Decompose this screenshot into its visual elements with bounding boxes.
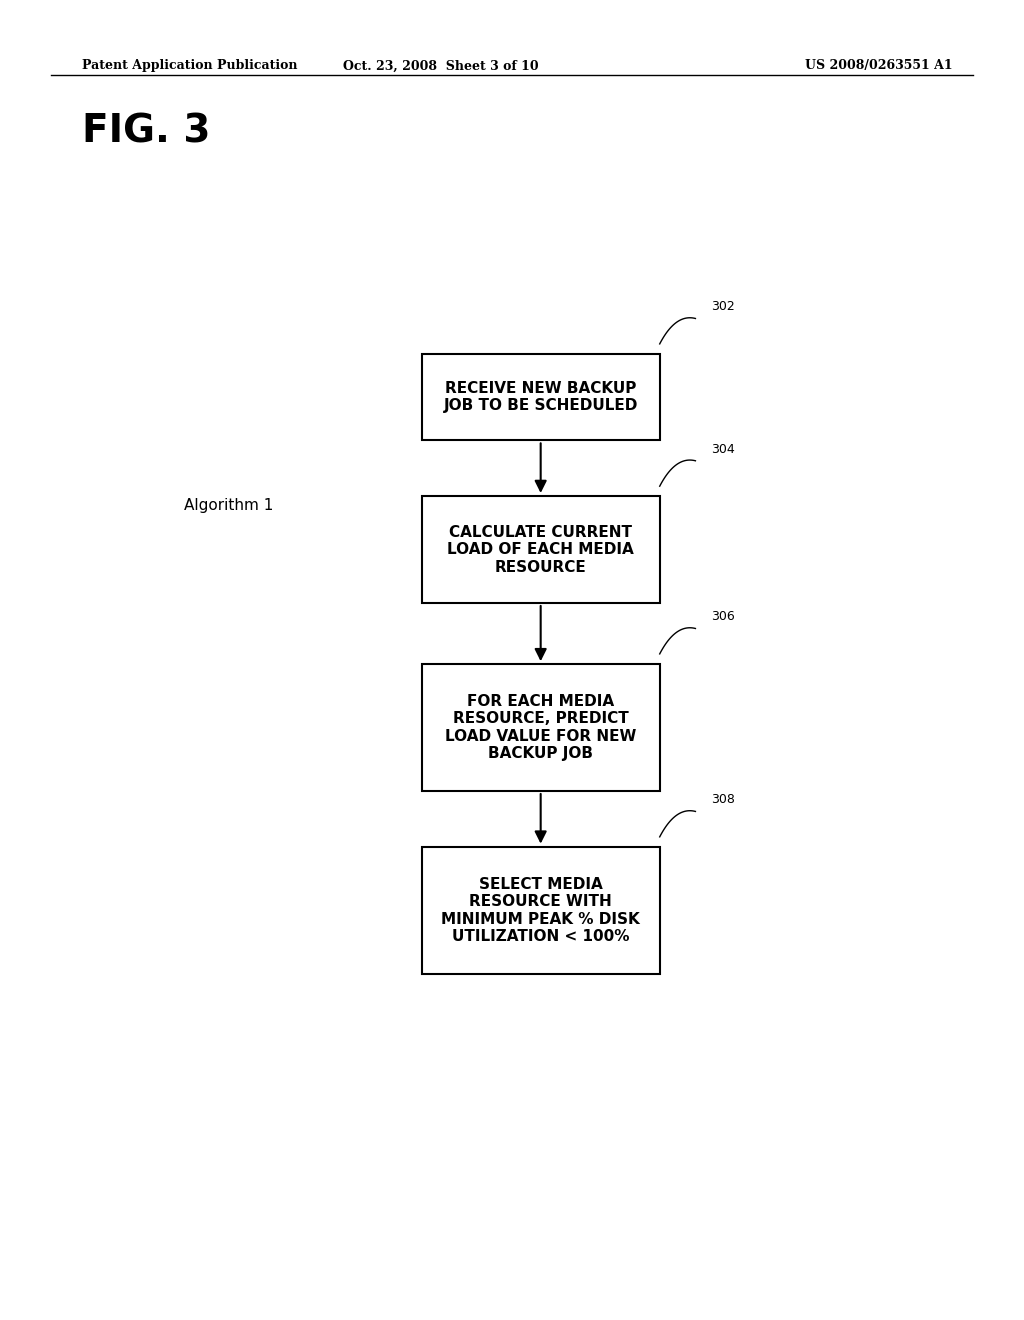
Text: 308: 308 — [712, 793, 735, 807]
Text: 302: 302 — [712, 301, 735, 313]
FancyBboxPatch shape — [422, 847, 659, 974]
Text: FOR EACH MEDIA
RESOURCE, PREDICT
LOAD VALUE FOR NEW
BACKUP JOB: FOR EACH MEDIA RESOURCE, PREDICT LOAD VA… — [445, 694, 636, 762]
Text: Patent Application Publication: Patent Application Publication — [82, 59, 297, 73]
Text: FIG. 3: FIG. 3 — [82, 112, 210, 150]
Text: CALCULATE CURRENT
LOAD OF EACH MEDIA
RESOURCE: CALCULATE CURRENT LOAD OF EACH MEDIA RES… — [447, 525, 634, 574]
Text: RECEIVE NEW BACKUP
JOB TO BE SCHEDULED: RECEIVE NEW BACKUP JOB TO BE SCHEDULED — [443, 381, 638, 413]
Text: US 2008/0263551 A1: US 2008/0263551 A1 — [805, 59, 952, 73]
Text: 304: 304 — [712, 442, 735, 455]
FancyBboxPatch shape — [422, 496, 659, 603]
Text: SELECT MEDIA
RESOURCE WITH
MINIMUM PEAK % DISK
UTILIZATION < 100%: SELECT MEDIA RESOURCE WITH MINIMUM PEAK … — [441, 876, 640, 944]
FancyBboxPatch shape — [422, 664, 659, 791]
FancyBboxPatch shape — [422, 354, 659, 441]
Text: 306: 306 — [712, 610, 735, 623]
Text: Algorithm 1: Algorithm 1 — [184, 498, 273, 513]
Text: Oct. 23, 2008  Sheet 3 of 10: Oct. 23, 2008 Sheet 3 of 10 — [342, 59, 539, 73]
